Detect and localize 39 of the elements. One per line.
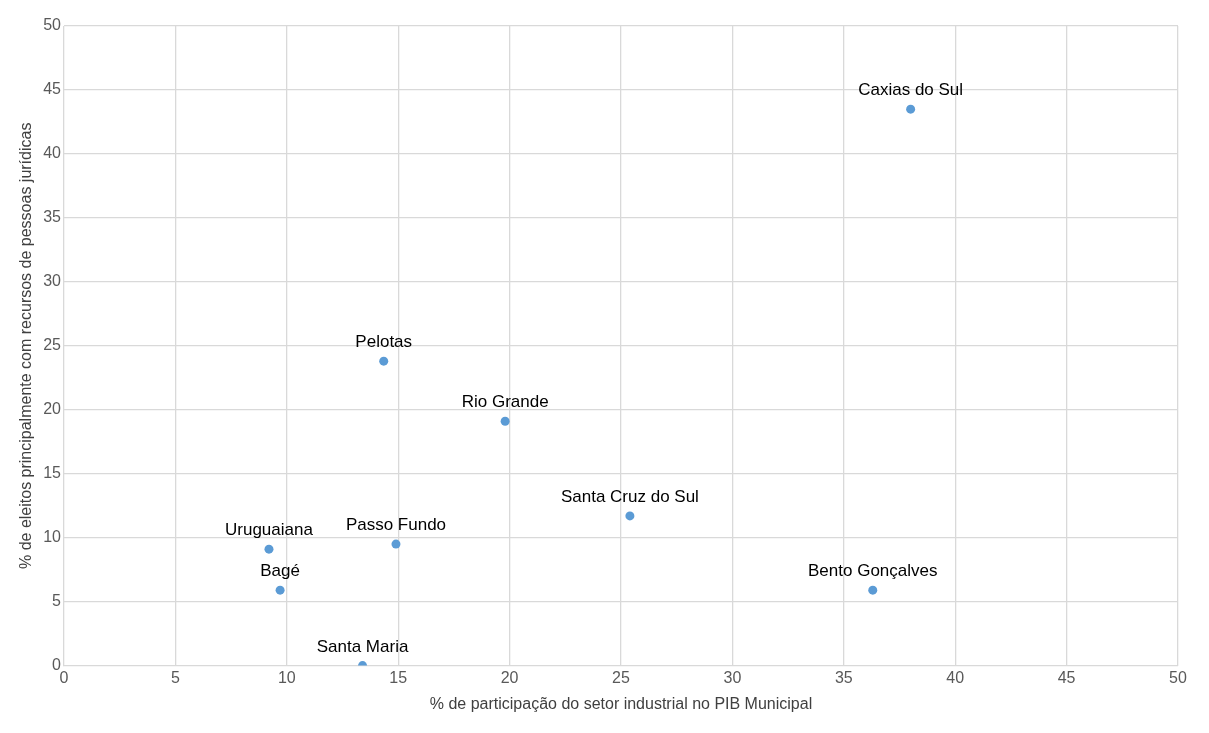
y-tick-label: 45 — [43, 80, 62, 98]
y-axis-title: % de eleitos principalmente com recursos de pessoas jurídicas — [17, 122, 35, 570]
point — [379, 356, 389, 366]
y-tick-label: 35 — [43, 208, 62, 226]
x-tick-label: 15 — [389, 668, 408, 686]
annotation: Passo Fundo — [345, 515, 447, 535]
y-tick-label: 50 — [43, 16, 62, 34]
x-tick-label: 30 — [723, 668, 742, 686]
point — [275, 585, 285, 595]
x-tick-label: 5 — [170, 668, 180, 686]
x-tick-label: 25 — [612, 668, 630, 686]
x-tick-label: 20 — [500, 668, 519, 686]
annotation: Caxias do Sul — [858, 80, 964, 100]
point — [264, 544, 274, 554]
annotation: Pelotas — [355, 332, 413, 352]
y-tick-label: 40 — [43, 144, 62, 162]
y-tick-label: 25 — [43, 336, 62, 354]
y-tick-label: 15 — [43, 464, 62, 482]
point — [868, 585, 878, 595]
annotation: Bento Gonçalves — [808, 561, 938, 581]
point — [906, 104, 916, 114]
annotation: Santa Cruz do Sul — [560, 487, 699, 507]
point — [391, 539, 401, 549]
annotation: Rio Grande — [461, 392, 549, 412]
annotation: Bagé — [260, 561, 300, 581]
y-tick-label: 20 — [43, 400, 62, 418]
y-tick-label: 10 — [43, 528, 62, 546]
x-tick-label: 45 — [1057, 668, 1076, 686]
point — [625, 511, 635, 521]
x-tick-label: 40 — [946, 668, 965, 686]
annotation: Uruguaiana — [225, 520, 314, 540]
x-tick-label: 10 — [277, 668, 296, 686]
y-tick-label: 5 — [52, 592, 62, 610]
x-tick-label: 35 — [834, 668, 853, 686]
annotation: Santa Maria — [316, 636, 409, 656]
point — [500, 416, 510, 426]
x-tick-label: 50 — [1169, 668, 1187, 686]
x-axis-title: % de participação do setor industrial no PIB Municipal — [429, 694, 813, 712]
y-tick-label: 30 — [43, 272, 62, 290]
